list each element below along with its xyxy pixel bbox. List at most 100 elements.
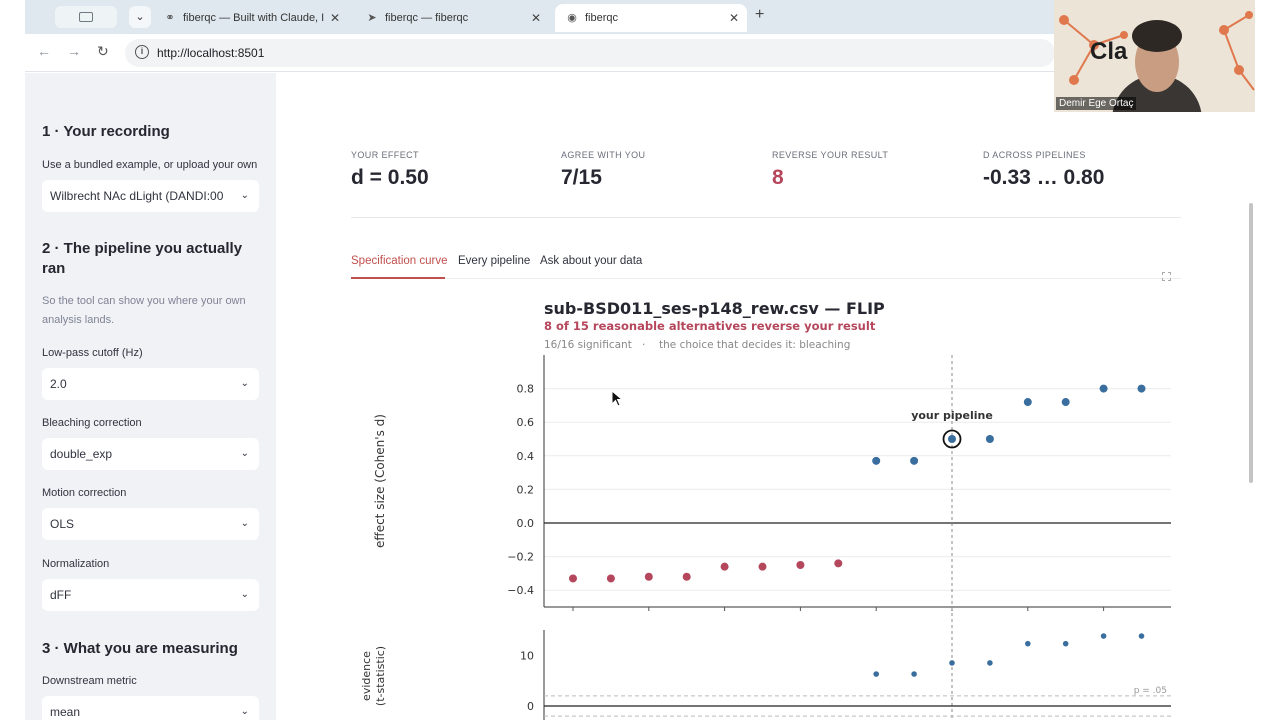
data-point [1023, 398, 1032, 407]
chevron-down-icon: ⌄ [240, 518, 249, 529]
reload-icon[interactable]: ↻ [97, 43, 109, 59]
forward-arrow-icon[interactable]: → [67, 43, 81, 59]
metric-agree: 7/15 [561, 166, 602, 189]
browser-tab-3-active[interactable]: ◉ fiberqc ✕ [555, 4, 747, 32]
chevron-down-icon: ⌄ [240, 378, 249, 389]
browser-tab-2[interactable]: ➤ fiberqc — fiberqc ✕ [355, 4, 549, 32]
data-point [910, 456, 919, 465]
lower-y-axis-label: evidence [360, 651, 373, 701]
globe-icon: ⚭ [165, 12, 175, 24]
metric-label: D ACROSS PIPELINES [983, 150, 1086, 160]
field-caption: Use a bundled example, or upload your ow… [42, 159, 258, 171]
y-tick-label: −0.4 [507, 584, 534, 597]
chart-subtitle: 8 of 15 reasonable alternatives reverse … [544, 319, 876, 333]
lower-data-point [987, 660, 993, 666]
chart-info-separator: · [642, 339, 645, 351]
right-margin [1255, 0, 1280, 720]
tab-list-chevron-icon[interactable]: ⌄ [129, 6, 151, 28]
metric-select[interactable]: mean ⌄ [42, 696, 259, 720]
close-icon[interactable]: ✕ [728, 11, 739, 25]
metric-label: REVERSE YOUR RESULT [772, 150, 889, 160]
threshold-label: p = .05 [1134, 686, 1167, 696]
close-icon[interactable]: ✕ [530, 11, 541, 25]
tab-switcher-button[interactable] [55, 6, 117, 28]
data-point [1099, 384, 1108, 393]
data-point [682, 572, 691, 581]
data-point [1061, 398, 1070, 407]
chart-title: sub-BSD011_ses-p148_rew.csv — FLIP [544, 299, 885, 318]
back-arrow-icon[interactable]: ← [37, 43, 51, 59]
data-point [720, 562, 729, 571]
lower-data-point [873, 671, 879, 677]
y-axis-label: effect size (Cohen's d) [373, 414, 387, 548]
browser-tab-title: fiberqc [585, 12, 619, 24]
play-icon: ➤ [367, 12, 377, 24]
participant-name: Demir Ege Ortaç [1056, 97, 1137, 110]
normalization-select[interactable]: dFF ⌄ [42, 579, 259, 611]
y-tick-label: 0.8 [517, 383, 535, 396]
data-point [796, 561, 805, 569]
browser-tab-title: fiberqc — Built with Claude, I [183, 12, 325, 24]
chevron-down-icon: ⌄ [240, 448, 249, 459]
browser-tab-strip: ⌄ ⚭ fiberqc — Built with Claude, I ✕ ➤ fib… [25, 0, 1255, 34]
data-point [758, 562, 767, 571]
section-note: So the tool can show you where your own … [42, 295, 246, 326]
url-text: http://localhost:8501 [157, 46, 265, 60]
section-heading: 2 · The pipeline you actually ran [42, 240, 243, 277]
y-tick-label: 0.6 [517, 416, 535, 429]
lowpass-select[interactable]: 2.0 ⌄ [42, 368, 259, 400]
tab-ask-about-data[interactable]: Ask about your data [540, 255, 643, 267]
mouse-cursor-icon [611, 390, 623, 407]
new-tab-plus-icon[interactable]: + [755, 6, 765, 23]
chevron-down-icon: ⌄ [240, 190, 249, 201]
main-content: YOUR EFFECT d = 0.50 AGREE WITH YOU 7/15… [276, 73, 1255, 720]
close-icon[interactable]: ✕ [329, 11, 340, 25]
field-label: Motion correction [42, 487, 127, 499]
window-icon [79, 12, 93, 22]
recording-select[interactable]: Wilbrecht NAc dLight (DANDI:00 ⌄ [42, 180, 259, 212]
data-point [1137, 384, 1146, 393]
webcam-background-image [1054, 0, 1255, 112]
lower-data-point [911, 671, 917, 677]
data-point [948, 435, 956, 443]
metric-your-effect: d = 0.50 [351, 166, 429, 189]
motion-select[interactable]: OLS ⌄ [42, 508, 259, 540]
bleaching-select[interactable]: double_exp ⌄ [42, 438, 259, 470]
metric-label: AGREE WITH YOU [561, 150, 646, 160]
data-point [644, 572, 653, 581]
lower-data-point [1100, 633, 1107, 639]
select-value: OLS [50, 517, 75, 531]
lower-data-point [949, 660, 955, 666]
scrollbar[interactable] [1249, 203, 1253, 483]
lower-data-point [1138, 633, 1145, 639]
field-label: Low-pass cutoff (Hz) [42, 347, 143, 359]
metric-label: YOUR EFFECT [351, 150, 419, 160]
chevron-down-icon: ⌄ [240, 589, 249, 600]
address-bar-row: ← → ↻ i http://localhost:8501 [25, 34, 1255, 72]
field-label: Normalization [42, 558, 110, 570]
streamlit-icon: ◉ [567, 12, 577, 24]
section-heading: 3 · What you are measuring [42, 640, 238, 657]
tab-rule [351, 278, 1181, 279]
field-caption: Downstream metric [42, 675, 137, 687]
info-icon[interactable]: i [135, 45, 149, 59]
data-point [872, 456, 881, 465]
section-heading: 1 · Your recording [42, 123, 170, 140]
active-tab-underline [351, 277, 445, 279]
select-value: dFF [50, 588, 72, 602]
browser-tab-1[interactable]: ⚭ fiberqc — Built with Claude, I ✕ [153, 4, 348, 32]
lower-y-tick-label: 0 [527, 700, 534, 713]
tab-every-pipeline[interactable]: Every pipeline [458, 255, 531, 267]
y-tick-label: 0.0 [517, 517, 535, 530]
your-pipeline-annotation: your pipeline [911, 409, 993, 422]
url-input[interactable]: i http://localhost:8501 [125, 39, 1055, 67]
tab-specification-curve[interactable]: Specification curve [351, 255, 448, 267]
chevron-down-icon: ⌄ [240, 706, 249, 717]
data-point [606, 574, 615, 583]
data-point [569, 574, 577, 583]
chart-info-right: the choice that decides it: bleaching [659, 339, 850, 351]
fullscreen-icon[interactable] [1162, 272, 1171, 281]
metric-reverse: 8 [772, 166, 784, 189]
